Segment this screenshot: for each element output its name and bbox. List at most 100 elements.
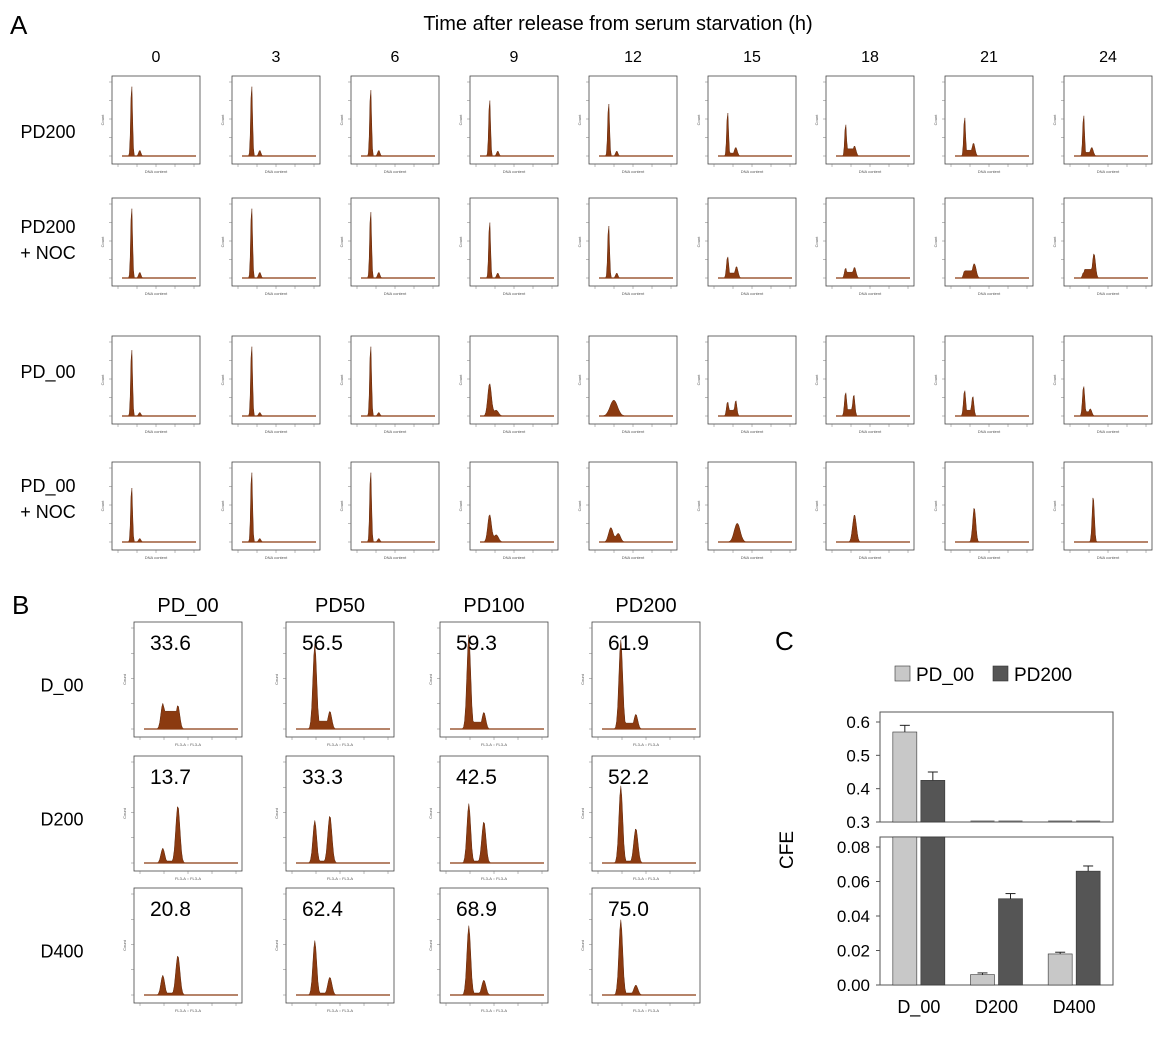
histogram-b-panel: FL3-A :: FL3-A Count 13.7	[122, 755, 243, 881]
mini-y-label: Count	[696, 236, 701, 248]
mini-x-label: DNA content	[145, 555, 168, 560]
row-label: PD200	[20, 122, 75, 142]
time-point-label: 3	[272, 49, 281, 66]
histogram-frame	[231, 335, 321, 425]
mini-x-label: DNA content	[384, 169, 407, 174]
mini-y-label: Count	[577, 374, 582, 386]
histogram-a-panel: DNA content Count	[220, 75, 321, 174]
mini-y-label: Count	[814, 236, 819, 248]
histogram-frame	[944, 335, 1034, 425]
mini-y-label: Count	[220, 236, 225, 248]
panel-b-letter: B	[12, 590, 29, 620]
histogram-b-panel: FL3-A :: FL3-A Count 52.2	[580, 755, 701, 881]
y-tick-label: 0.06	[837, 873, 870, 892]
mini-y-label: Count	[458, 236, 463, 248]
mini-y-label: Count	[696, 114, 701, 126]
histogram-frame	[285, 621, 395, 738]
mini-x-label: FL3-A :: FL3-A	[481, 876, 507, 881]
histogram-frame	[588, 197, 678, 287]
row-label: D200	[40, 810, 83, 830]
mini-x-label: DNA content	[503, 169, 526, 174]
mini-y-label: Count	[814, 114, 819, 126]
percentage-value: 42.5	[456, 766, 497, 789]
mini-y-label: Count	[814, 374, 819, 386]
histogram-frame	[469, 461, 559, 551]
histogram-a-panel: DNA content Count	[339, 335, 440, 434]
histogram-frame	[591, 621, 701, 738]
mini-x-label: FL3-A :: FL3-A	[633, 1008, 659, 1013]
x-tick-label: D200	[975, 997, 1018, 1017]
histogram-frame	[707, 197, 797, 287]
histogram-a-panel: DNA content Count	[577, 197, 678, 296]
mini-y-label: Count	[458, 374, 463, 386]
mini-y-label: Count	[814, 500, 819, 512]
mini-y-label: Count	[274, 939, 279, 951]
percentage-value: 68.9	[456, 898, 497, 921]
histogram-frame	[350, 335, 440, 425]
mini-x-label: DNA content	[741, 291, 764, 296]
mini-x-label: DNA content	[1097, 169, 1120, 174]
y-tick-label: 0.04	[837, 907, 870, 926]
histogram-b-panel: FL3-A :: FL3-A Count 68.9	[428, 887, 549, 1013]
panel-a-histogram-grid: 0 3 6 9 12 15 18 21 24 PD200 PD200 + NOC PD_00 PD_00 +…	[20, 49, 1153, 560]
histogram-b-panel: FL3-A :: FL3-A Count 62.4	[274, 887, 395, 1013]
histogram-frame	[707, 335, 797, 425]
mini-x-label: DNA content	[1097, 291, 1120, 296]
time-point-label: 24	[1099, 49, 1117, 66]
column-label: PD_00	[157, 595, 218, 617]
mini-y-label: Count	[1052, 236, 1057, 248]
histogram-a-panel: DNA content Count	[1052, 75, 1153, 174]
histogram-frame	[439, 621, 549, 738]
histogram-frame	[469, 197, 559, 287]
percentage-value: 56.5	[302, 632, 343, 655]
histogram-a-panel: DNA content Count	[577, 461, 678, 560]
histogram-frame	[825, 461, 915, 551]
histogram-frame	[944, 461, 1034, 551]
mini-y-label: Count	[122, 673, 127, 685]
histogram-a-panel: DNA content Count	[100, 335, 201, 434]
mini-y-label: Count	[933, 374, 938, 386]
histogram-a-panel: DNA content Count	[933, 197, 1034, 296]
mini-y-label: Count	[458, 500, 463, 512]
histogram-frame	[439, 887, 549, 1004]
mini-x-label: FL3-A :: FL3-A	[481, 742, 507, 747]
histogram-a-panel: DNA content Count	[577, 335, 678, 434]
mini-y-label: Count	[339, 374, 344, 386]
y-axis-label: CFE	[777, 831, 798, 869]
histogram-frame	[111, 75, 201, 165]
histogram-frame	[350, 197, 440, 287]
histogram-a-panel: DNA content Count	[933, 461, 1034, 560]
row-label: + NOC	[20, 502, 76, 522]
mini-y-label: Count	[1052, 114, 1057, 126]
histogram-a-panel: DNA content Count	[1052, 461, 1153, 560]
mini-y-label: Count	[339, 236, 344, 248]
histogram-a-panel: DNA content Count	[814, 75, 915, 174]
histogram-frame	[469, 335, 559, 425]
mini-y-label: Count	[122, 807, 127, 819]
legend-label: PD_00	[916, 665, 974, 686]
histogram-a-panel: DNA content Count	[100, 197, 201, 296]
mini-x-label: FL3-A :: FL3-A	[175, 1008, 201, 1013]
mini-y-label: Count	[933, 236, 938, 248]
mini-y-label: Count	[122, 939, 127, 951]
histogram-a-panel: DNA content Count	[100, 461, 201, 560]
mini-x-label: DNA content	[384, 555, 407, 560]
y-tick-label: 0.00	[837, 976, 870, 995]
row-label: D_00	[40, 676, 83, 697]
time-point-label: 12	[624, 49, 642, 66]
time-point-label: 21	[980, 49, 998, 66]
mini-x-label: DNA content	[622, 169, 645, 174]
histogram-a-panel: DNA content Count	[1052, 335, 1153, 434]
mini-y-label: Count	[100, 374, 105, 386]
histogram-frame	[1063, 335, 1153, 425]
time-point-label: 15	[743, 49, 761, 66]
histogram-a-panel: DNA content Count	[458, 461, 559, 560]
row-label: PD_00	[20, 362, 75, 383]
histogram-frame	[469, 75, 559, 165]
histogram-b-panel: FL3-A :: FL3-A Count 56.5	[274, 621, 395, 747]
mini-x-label: DNA content	[145, 429, 168, 434]
x-tick-label: D400	[1053, 997, 1096, 1017]
mini-y-label: Count	[220, 374, 225, 386]
time-point-label: 0	[152, 49, 161, 66]
